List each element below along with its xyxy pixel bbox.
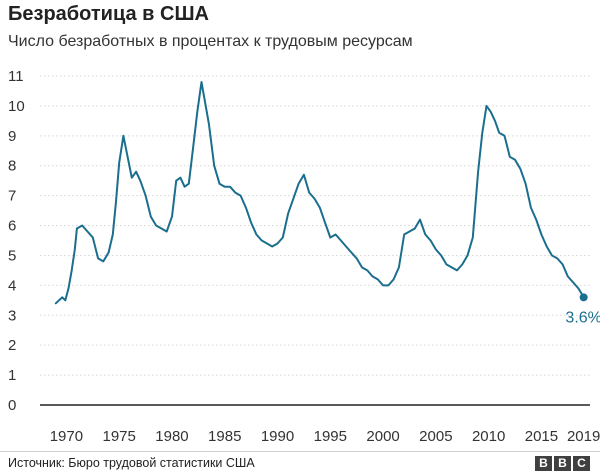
series-group: 3.6% bbox=[54, 81, 600, 326]
x-tick-label: 2000 bbox=[366, 428, 399, 445]
x-tick-label: 1985 bbox=[208, 428, 241, 445]
footer-divider bbox=[0, 451, 600, 452]
x-tick-label: 1980 bbox=[155, 428, 188, 445]
x-tick-label: 1995 bbox=[314, 428, 347, 445]
y-tick-label: 8 bbox=[8, 158, 16, 175]
chart-title: Безработица в США bbox=[8, 3, 209, 25]
y-tick-label: 4 bbox=[8, 277, 16, 294]
latest-value-marker bbox=[579, 293, 588, 302]
y-tick-label: 3 bbox=[8, 307, 16, 324]
unemployment-series-line bbox=[54, 81, 585, 305]
x-tick-label: 2005 bbox=[419, 428, 452, 445]
bbc-logo-letter: B bbox=[554, 456, 571, 471]
x-tick-label: 2015 bbox=[525, 428, 558, 445]
unemployment-line-chart: 0 1 2 3 4 5 6 7 8 9 10 11 1970 1975 1980 1985 1990 1995 2… bbox=[8, 68, 600, 445]
latest-value-label: 3.6% bbox=[565, 309, 600, 326]
x-tick-label: 2010 bbox=[472, 428, 505, 445]
y-tick-label: 11 bbox=[8, 68, 24, 85]
y-tick-label: 7 bbox=[8, 188, 16, 205]
y-tick-label: 10 bbox=[8, 98, 25, 115]
y-tick-label: 2 bbox=[8, 337, 16, 354]
bbc-logo: B B C bbox=[535, 456, 590, 471]
bbc-logo-letter: B bbox=[535, 456, 552, 471]
source-note: Источник: Бюро трудовой статистики США bbox=[8, 456, 255, 470]
x-tick-label: 1990 bbox=[261, 428, 294, 445]
x-tick-labels: 1970 1975 1980 1985 1990 1995 2000 2005 2010 2015… bbox=[50, 428, 600, 445]
y-tick-label: 9 bbox=[8, 128, 16, 145]
y-tick-label: 5 bbox=[8, 247, 16, 264]
x-tick-label: 1970 bbox=[50, 428, 83, 445]
x-tick-label: 1975 bbox=[102, 428, 135, 445]
y-tick-label: 0 bbox=[8, 397, 16, 414]
y-tick-label: 6 bbox=[8, 218, 16, 235]
grid-lines bbox=[40, 75, 590, 376]
x-tick-label: 2019 bbox=[567, 428, 600, 445]
y-tick-label: 1 bbox=[8, 367, 16, 384]
y-tick-labels: 0 1 2 3 4 5 6 7 8 9 10 11 bbox=[8, 68, 25, 414]
chart-subtitle: Число безработных в процентах к трудовым… bbox=[8, 33, 413, 50]
bbc-logo-letter: C bbox=[573, 456, 590, 471]
